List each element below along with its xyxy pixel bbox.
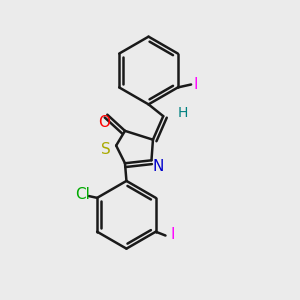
Text: S: S [101, 142, 111, 158]
Text: Cl: Cl [76, 188, 90, 202]
Text: H: H [178, 106, 188, 120]
Text: I: I [194, 77, 198, 92]
Text: I: I [170, 227, 175, 242]
Text: N: N [153, 159, 164, 174]
Text: O: O [98, 115, 110, 130]
